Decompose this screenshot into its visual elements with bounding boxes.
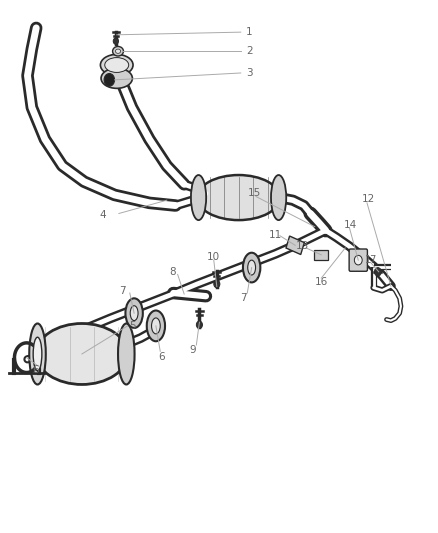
Text: 3: 3	[246, 68, 253, 78]
Circle shape	[104, 74, 115, 86]
Text: 6: 6	[158, 352, 165, 361]
Circle shape	[196, 321, 202, 328]
Ellipse shape	[130, 306, 138, 320]
Text: 16: 16	[315, 277, 328, 287]
Text: 12: 12	[361, 194, 374, 204]
Ellipse shape	[100, 54, 133, 76]
Ellipse shape	[33, 337, 42, 371]
FancyBboxPatch shape	[314, 249, 328, 260]
Text: 7: 7	[119, 286, 126, 296]
Text: 6: 6	[33, 366, 39, 375]
Text: 9: 9	[189, 345, 196, 356]
Ellipse shape	[147, 311, 165, 341]
Circle shape	[214, 280, 220, 288]
Text: 4: 4	[99, 209, 106, 220]
Text: 13: 13	[296, 241, 309, 252]
Text: 8: 8	[169, 267, 176, 277]
Ellipse shape	[243, 253, 260, 282]
Bar	[286, 236, 304, 255]
Text: 11: 11	[269, 230, 283, 240]
Ellipse shape	[248, 260, 255, 275]
Ellipse shape	[116, 49, 120, 53]
Ellipse shape	[152, 318, 160, 334]
Text: 7: 7	[240, 293, 247, 303]
Ellipse shape	[118, 324, 134, 384]
Text: 10: 10	[207, 252, 220, 262]
Circle shape	[354, 255, 362, 265]
Ellipse shape	[29, 324, 46, 384]
Ellipse shape	[105, 58, 129, 72]
Text: 5: 5	[129, 321, 135, 331]
Circle shape	[113, 38, 118, 44]
Text: 15: 15	[248, 188, 261, 198]
Ellipse shape	[191, 175, 206, 220]
FancyBboxPatch shape	[349, 249, 367, 271]
Ellipse shape	[36, 324, 127, 384]
Text: 1: 1	[246, 27, 253, 37]
Text: 17: 17	[365, 255, 377, 265]
Ellipse shape	[113, 46, 124, 56]
Ellipse shape	[197, 175, 280, 220]
Text: 2: 2	[246, 46, 253, 56]
Ellipse shape	[101, 68, 132, 88]
Text: 14: 14	[344, 220, 357, 230]
Ellipse shape	[125, 298, 143, 328]
Ellipse shape	[271, 175, 286, 220]
Circle shape	[374, 268, 381, 276]
